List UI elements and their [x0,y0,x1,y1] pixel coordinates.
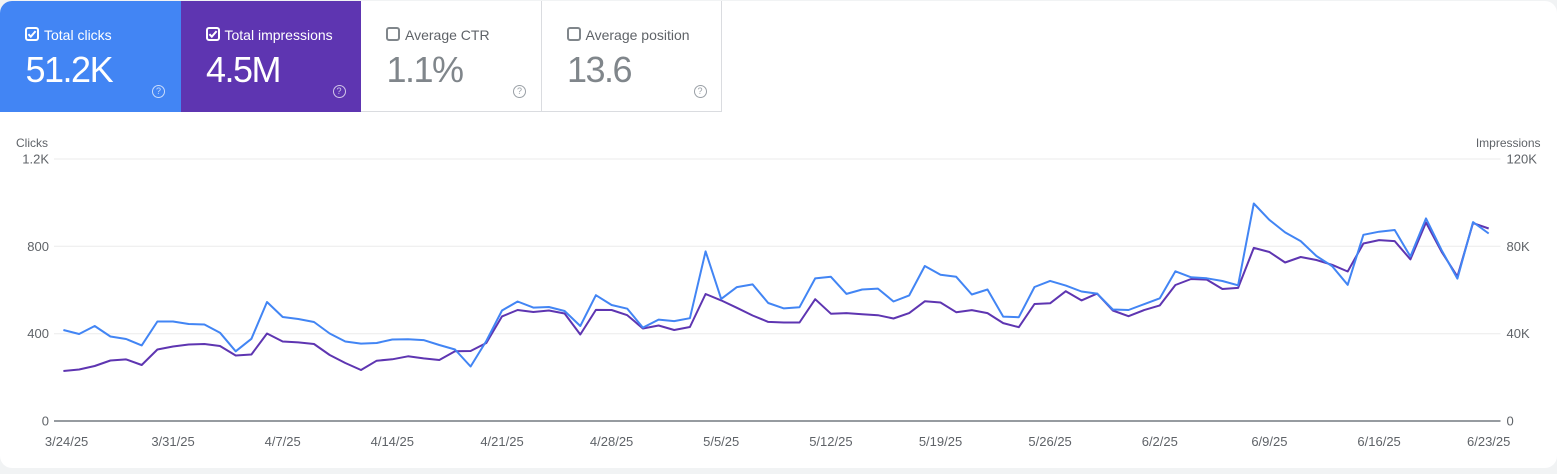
svg-text:3/24/25: 3/24/25 [45,434,88,449]
svg-text:120K: 120K [1507,152,1538,167]
svg-text:40K: 40K [1507,326,1530,341]
svg-text:4/28/25: 4/28/25 [590,434,633,449]
svg-text:5/12/25: 5/12/25 [809,434,852,449]
svg-text:Clicks: Clicks [16,136,48,150]
svg-text:6/23/25: 6/23/25 [1467,434,1510,449]
svg-text:6/9/25: 6/9/25 [1251,434,1287,449]
svg-text:4/14/25: 4/14/25 [371,434,414,449]
svg-text:6/16/25: 6/16/25 [1357,434,1400,449]
svg-text:4/7/25: 4/7/25 [265,434,301,449]
svg-text:3/31/25: 3/31/25 [151,434,194,449]
svg-text:5/19/25: 5/19/25 [919,434,962,449]
svg-text:1.2K: 1.2K [22,152,49,167]
svg-text:5/5/25: 5/5/25 [703,434,739,449]
svg-text:80K: 80K [1507,239,1530,254]
svg-text:6/2/25: 6/2/25 [1142,434,1178,449]
svg-text:5/26/25: 5/26/25 [1028,434,1071,449]
svg-text:0: 0 [42,414,49,429]
svg-text:800: 800 [27,239,49,254]
svg-text:0: 0 [1507,414,1514,429]
svg-text:4/21/25: 4/21/25 [480,434,523,449]
svg-text:Impressions: Impressions [1476,136,1541,150]
svg-text:400: 400 [27,326,49,341]
